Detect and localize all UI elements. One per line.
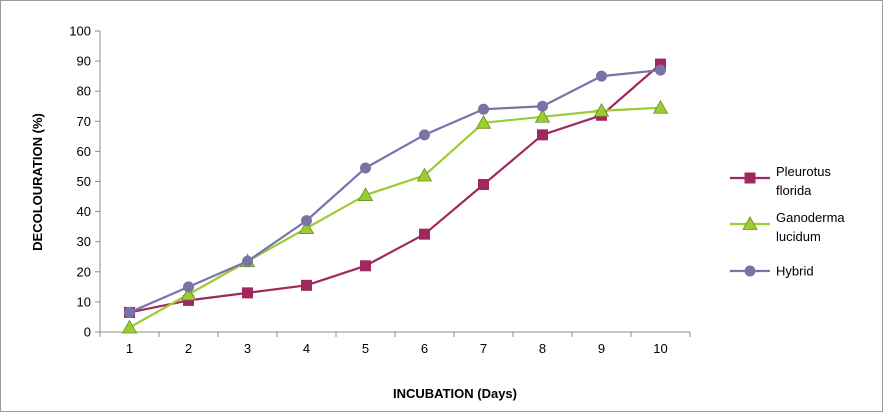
data-point [416,167,433,182]
y-tick-label: 90 [77,54,91,69]
x-axis-title: INCUBATION (Days) [393,386,517,401]
legend-marker [744,265,756,277]
series-line [128,106,661,329]
x-tick-label: 3 [244,341,251,356]
legend-item-3: Hybrid [730,264,814,279]
data-point [301,215,312,227]
x-tick-label: 7 [480,341,487,356]
legend-label: florida [776,183,812,198]
data-point [475,114,492,129]
series-3 [124,64,666,318]
data-point [478,179,489,191]
data-point [242,287,253,299]
data-point [298,220,315,235]
data-point [596,70,607,82]
data-point [360,162,371,174]
data-point [180,286,197,301]
y-tick-label: 80 [77,84,91,99]
y-tick-label: 60 [77,144,91,159]
series-line [129,63,662,314]
x-tick-label: 8 [539,341,546,356]
data-point [121,319,138,334]
y-axis-title: DECOLOURATION (%) [30,113,45,251]
data-point [419,228,430,240]
y-tick-label: 20 [77,264,91,279]
x-tick-label: 6 [421,341,428,356]
data-point [655,64,666,76]
y-tick-label: 10 [77,294,91,309]
x-tick-label: 4 [303,341,310,356]
data-point [537,129,548,141]
data-point [357,187,374,201]
x-tick-label: 10 [653,341,667,356]
data-point [655,58,666,70]
y-tick-label: 30 [77,234,91,249]
data-point [652,99,669,114]
legend-marker [744,172,756,184]
y-tick-label: 70 [77,114,91,129]
y-tick-label: 100 [69,24,91,39]
x-tick-label: 2 [185,341,192,356]
legend-marker [742,216,758,230]
data-point [537,100,548,112]
legend: Pleurotus florida Ganoderma lucidum Hybrid [730,164,845,279]
legend-label: Ganoderma [776,210,845,225]
x-tick-label: 9 [598,341,605,356]
data-point [183,294,194,306]
y-tick-label: 0 [84,325,91,340]
data-point [301,279,312,291]
data-point [478,103,489,115]
data-point [242,255,253,267]
legend-label: Pleurotus [776,164,831,179]
data-point [534,108,551,123]
data-point [419,129,430,141]
x-tick-label: 5 [362,341,369,356]
series-line [129,69,661,314]
data-point [183,281,194,293]
x-tick-label: 1 [126,341,133,356]
y-tick-label: 40 [77,204,91,219]
x-axis: 1 2 3 4 5 6 7 8 9 10 [99,331,691,356]
y-axis: 0 10 20 30 40 50 60 70 80 90 100 [69,24,101,340]
data-point [124,306,135,318]
series-layer [121,58,669,334]
legend-item-1: Pleurotus florida [730,164,831,198]
data-point [593,102,610,117]
legend-label: lucidum [776,229,821,244]
data-point [360,260,371,272]
legend-label: Hybrid [776,264,814,279]
y-tick-label: 50 [77,174,91,189]
legend-item-2: Ganoderma lucidum [730,210,845,244]
